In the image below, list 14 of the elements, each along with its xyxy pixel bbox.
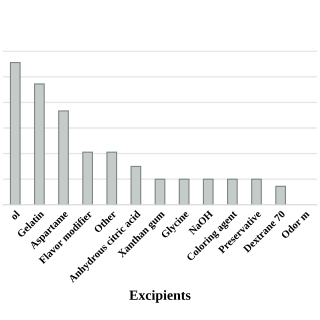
bar	[34, 83, 45, 205]
bar	[226, 178, 238, 205]
x-axis-title: Excipients	[129, 290, 191, 303]
bar	[82, 152, 94, 205]
bar	[251, 178, 262, 205]
bar	[10, 62, 21, 205]
bar	[130, 166, 142, 205]
bar	[202, 178, 214, 205]
bar	[154, 178, 166, 205]
bar	[58, 110, 69, 205]
bar	[275, 186, 286, 205]
bar	[178, 178, 190, 205]
bar	[106, 152, 118, 205]
x-tick-label: ol	[10, 210, 20, 220]
